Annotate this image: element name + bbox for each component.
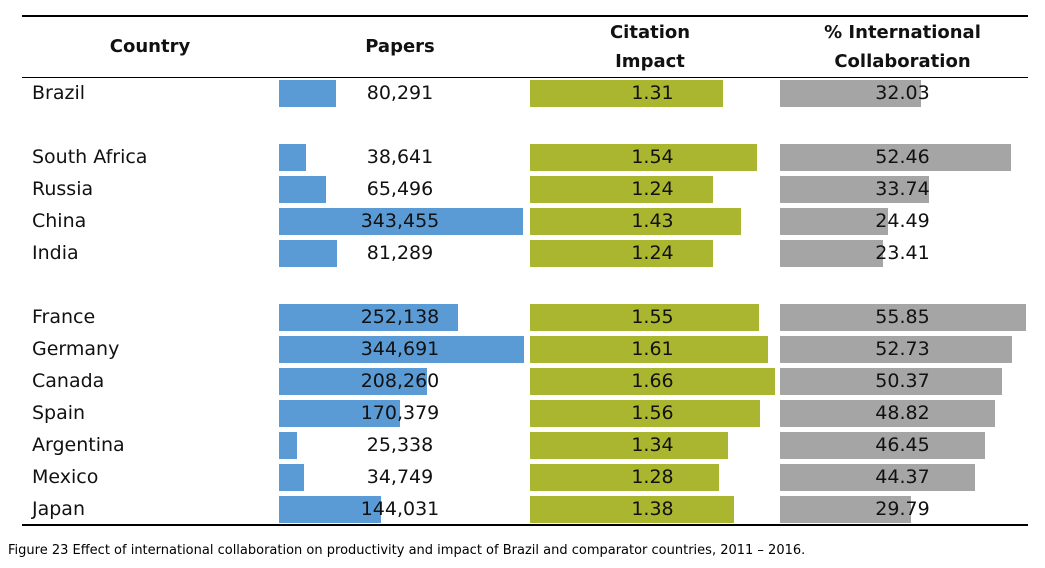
country-label: Germany (32, 338, 120, 360)
citation-value: 1.34 (631, 434, 674, 456)
papers-value: 170,379 (360, 402, 440, 424)
papers-bar (279, 400, 400, 427)
collab-value: 24.49 (875, 210, 930, 232)
papers-bar (279, 464, 304, 491)
citation-value: 1.24 (631, 242, 674, 264)
citation-bar (530, 176, 713, 203)
header-citation-impact: Citation Impact (609, 22, 691, 72)
data-bar-table: Country Papers Citation Impact % Interna… (22, 15, 1028, 526)
header-papers: Papers (365, 36, 435, 57)
figure-caption: Figure 23 Effect of international collab… (8, 543, 806, 558)
collab-value: 46.45 (875, 434, 930, 456)
papers-value: 343,455 (360, 210, 440, 232)
collab-bar (780, 400, 995, 427)
collab-value: 52.73 (875, 338, 930, 360)
papers-bar (279, 304, 458, 331)
papers-value: 81,289 (366, 242, 434, 264)
papers-value: 65,496 (366, 178, 434, 200)
citation-value: 1.28 (631, 466, 674, 488)
citation-bar (530, 496, 734, 523)
papers-value: 38,641 (366, 146, 434, 168)
papers-bar (279, 432, 297, 459)
papers-value: 34,749 (366, 466, 434, 488)
citation-bar (530, 208, 741, 235)
collab-value: 33.74 (875, 178, 930, 200)
collab-bar (780, 176, 929, 203)
citation-value: 1.55 (631, 306, 674, 328)
citation-bar (530, 336, 768, 363)
papers-bar (279, 176, 326, 203)
citation-bar (530, 368, 775, 395)
papers-bar (279, 144, 306, 171)
collab-value: 23.41 (875, 242, 930, 264)
papers-value: 252,138 (360, 306, 440, 328)
collab-value: 44.37 (875, 466, 930, 488)
country-label: Japan (32, 498, 85, 520)
papers-value: 344,691 (360, 338, 440, 360)
collab-value: 52.46 (875, 146, 930, 168)
papers-bar (279, 336, 524, 363)
papers-value: 25,338 (366, 434, 434, 456)
citation-value: 1.54 (631, 146, 674, 168)
country-label: South Africa (32, 146, 148, 168)
citation-bar (530, 240, 713, 267)
collab-value: 29.79 (875, 498, 930, 520)
collab-value: 32.03 (875, 82, 930, 104)
collab-bar (780, 80, 921, 107)
collab-bar (780, 432, 985, 459)
citation-value: 1.66 (631, 370, 674, 392)
citation-value: 1.38 (631, 498, 674, 520)
top-rule (22, 15, 1028, 17)
country-label: Mexico (32, 466, 99, 488)
collab-bar (780, 208, 888, 235)
papers-value: 144,031 (360, 498, 440, 520)
country-label: Spain (32, 402, 86, 424)
papers-bar (279, 208, 523, 235)
papers-value: 208,260 (360, 370, 440, 392)
citation-value: 1.61 (631, 338, 674, 360)
country-label: India (32, 242, 79, 264)
collab-value: 50.37 (875, 370, 930, 392)
citation-bar (530, 144, 757, 171)
country-label: Argentina (32, 434, 125, 456)
collab-bar (780, 304, 1026, 331)
bottom-rule (22, 524, 1028, 526)
collab-bar (780, 336, 1012, 363)
citation-bar (530, 464, 719, 491)
collab-bar (780, 240, 883, 267)
collab-bar (780, 464, 975, 491)
papers-bar (279, 240, 337, 267)
country-label: Brazil (32, 82, 86, 104)
papers-value: 80,291 (366, 82, 434, 104)
header-international-collaboration: % International Collaboration (824, 22, 981, 72)
papers-bar (279, 80, 336, 107)
header-country: Country (109, 36, 191, 57)
collab-value: 48.82 (875, 402, 930, 424)
country-label: Canada (32, 370, 105, 392)
country-label: Russia (32, 178, 94, 200)
country-label: France (32, 306, 96, 328)
citation-bar (530, 80, 723, 107)
citation-value: 1.43 (631, 210, 674, 232)
collab-bar (780, 368, 1002, 395)
papers-bar (279, 368, 427, 395)
citation-value: 1.24 (631, 178, 674, 200)
header-rule (22, 77, 1028, 78)
collab-value: 55.85 (875, 306, 930, 328)
citation-value: 1.31 (631, 82, 674, 104)
citation-bar (530, 432, 728, 459)
citation-bar (530, 304, 759, 331)
citation-value: 1.56 (631, 402, 674, 424)
papers-bar (279, 496, 381, 523)
collab-bar (780, 144, 1011, 171)
collab-bar (780, 496, 911, 523)
country-label: China (32, 210, 87, 232)
citation-bar (530, 400, 760, 427)
